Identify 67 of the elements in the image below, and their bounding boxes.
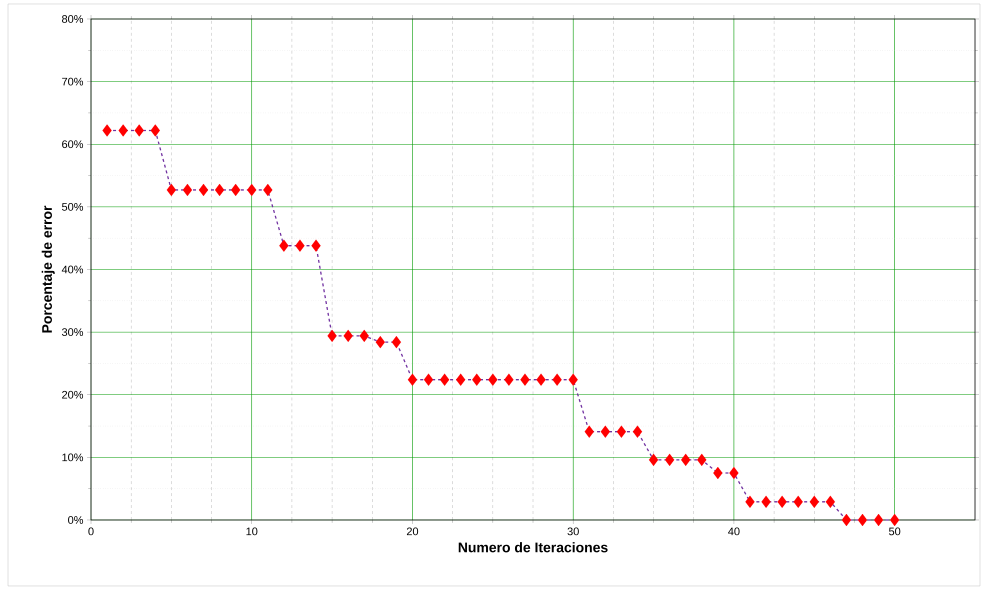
point [729, 466, 739, 480]
x-axis-title: Numero de Iteraciones [458, 542, 608, 552]
y-tick-label: 10% [62, 453, 84, 462]
x-tick-label: 40 [728, 528, 740, 536]
point [247, 184, 256, 196]
point [810, 496, 819, 508]
point [488, 374, 498, 386]
point [536, 374, 546, 386]
point [311, 240, 321, 252]
point [440, 374, 450, 386]
x-tick-label: 30 [568, 528, 579, 536]
x-tick-label: 0 [88, 528, 94, 536]
point [392, 336, 402, 348]
point [761, 496, 771, 508]
point [214, 184, 224, 196]
point [600, 426, 610, 438]
point [279, 240, 289, 252]
point [616, 426, 626, 438]
point [697, 454, 706, 466]
y-tick-label: 0% [68, 516, 84, 524]
point [632, 426, 642, 438]
point [584, 426, 594, 438]
point [263, 184, 272, 196]
point [520, 374, 530, 386]
y-tick-label: 80% [62, 15, 84, 23]
y-axis-title: Porcentaje de error [42, 206, 55, 333]
point [295, 240, 305, 252]
point [504, 374, 514, 386]
y-tick-label: 20% [62, 390, 84, 399]
point [713, 466, 723, 480]
point [874, 514, 884, 526]
x-tick-label: 20 [406, 528, 418, 536]
point [648, 454, 658, 466]
point [327, 330, 337, 342]
point [343, 330, 353, 342]
y-tick-label: 60% [62, 140, 84, 148]
x-tick-label: 50 [888, 528, 900, 536]
point [552, 374, 562, 386]
point [745, 496, 755, 508]
x-tick-label: 10 [246, 528, 258, 536]
y-tick-label: 70% [62, 78, 84, 86]
point [456, 374, 466, 386]
point [664, 454, 674, 466]
point [134, 124, 144, 137]
point [360, 330, 369, 342]
point [472, 374, 482, 386]
point [777, 496, 787, 508]
point [118, 124, 128, 137]
point [166, 184, 176, 196]
point [890, 514, 900, 526]
point [408, 374, 418, 386]
point [794, 496, 803, 508]
point [568, 374, 578, 386]
point [424, 374, 434, 386]
y-tick-label: 40% [62, 266, 84, 274]
point [230, 184, 240, 196]
y-tick-label: 30% [62, 328, 84, 336]
point [150, 124, 160, 137]
point [102, 124, 112, 137]
point [198, 184, 208, 196]
point [842, 514, 852, 526]
point [826, 496, 836, 508]
point [376, 336, 386, 348]
point [182, 184, 192, 196]
point [858, 514, 868, 526]
point [681, 454, 690, 466]
y-tick-label: 50% [62, 202, 84, 211]
